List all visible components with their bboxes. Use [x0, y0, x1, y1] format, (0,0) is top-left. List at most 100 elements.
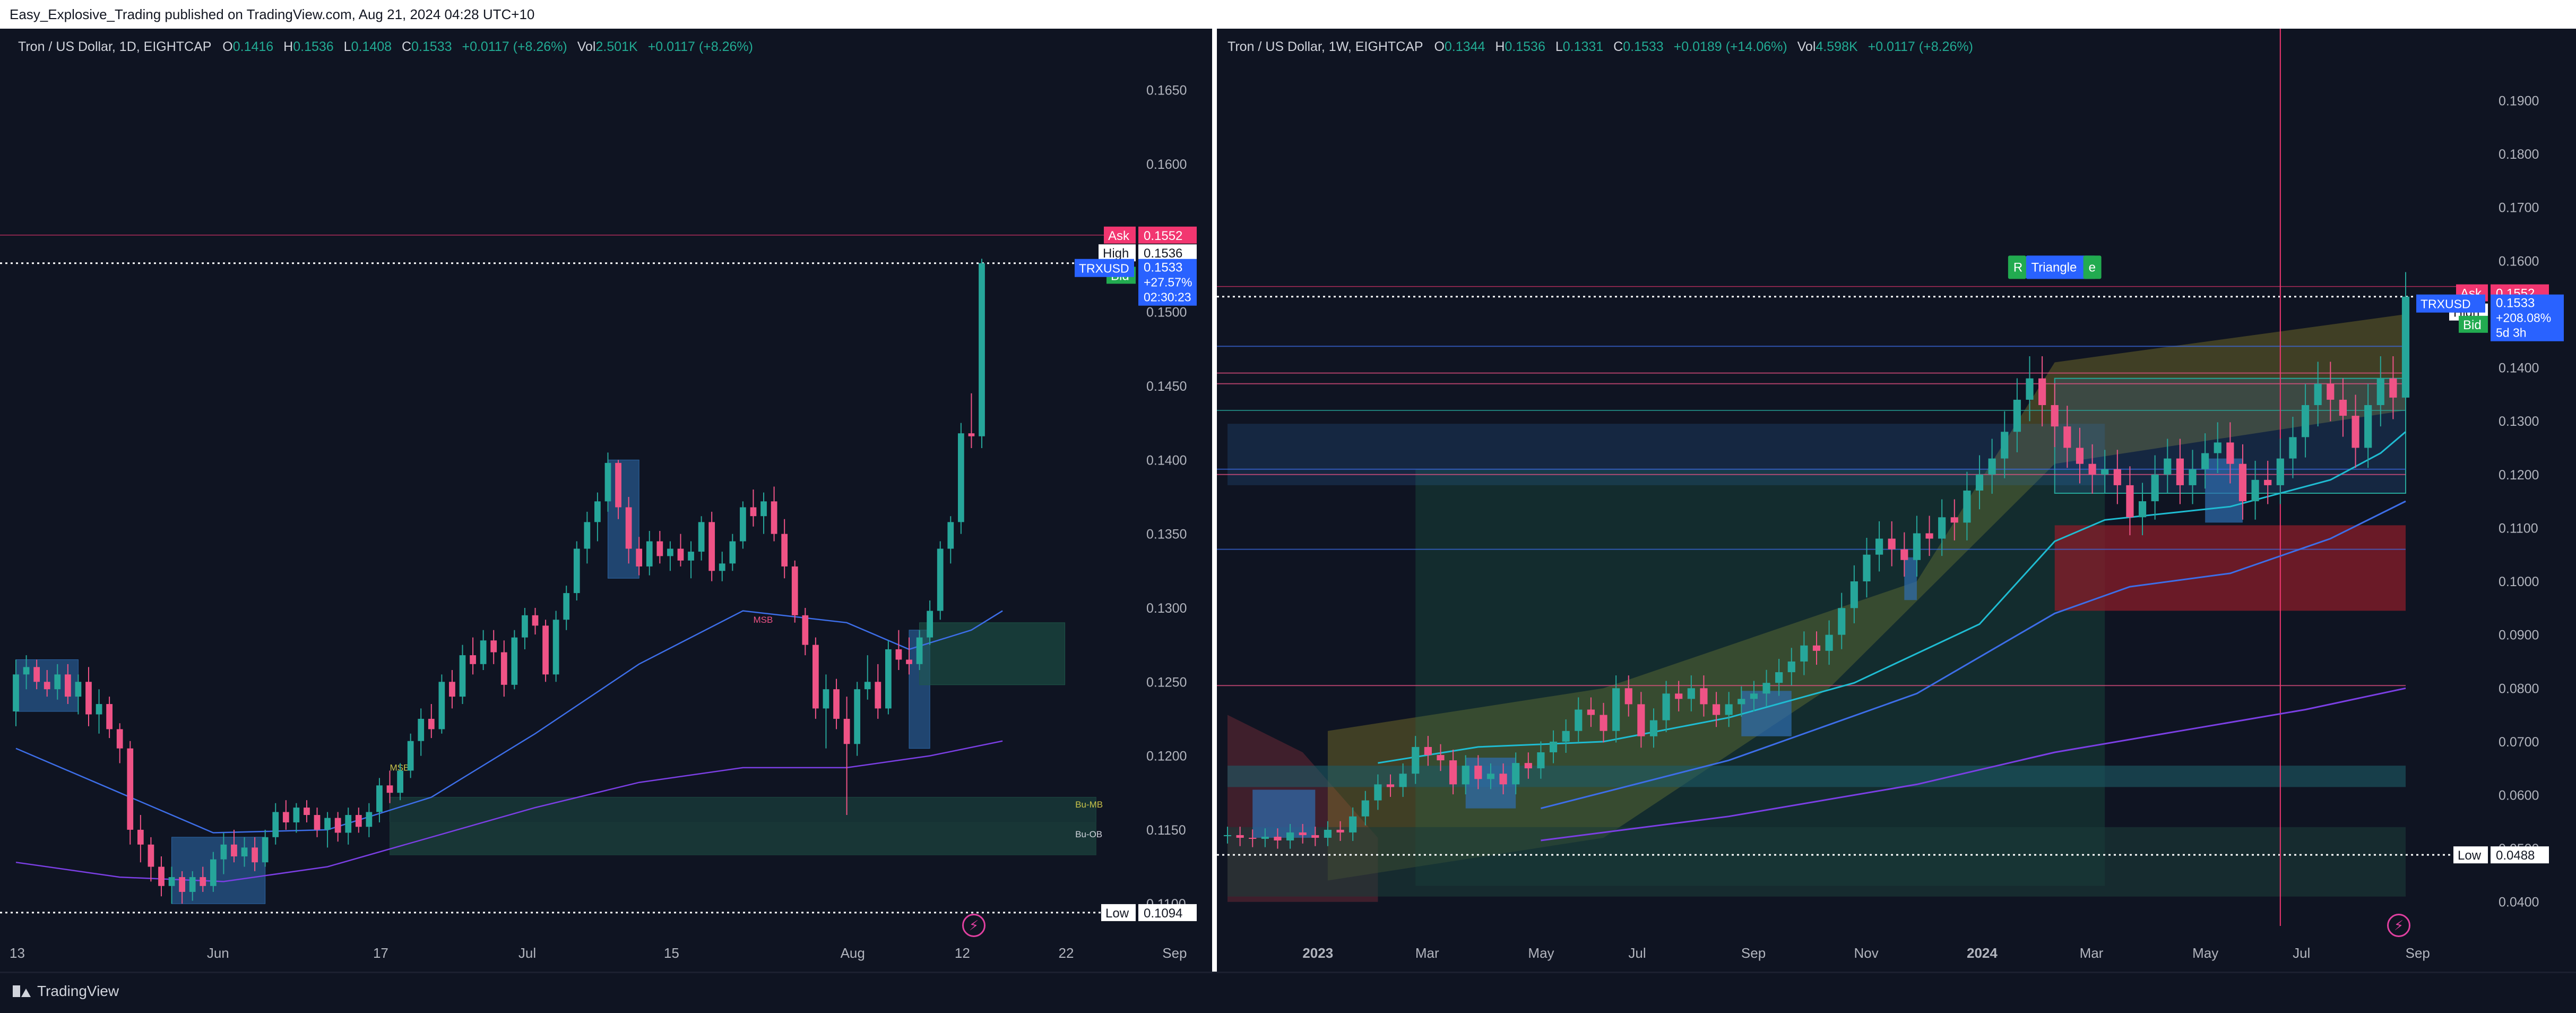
weekly-chart-panel[interactable]: TriangleRe0.19000.18000.17000.16000.1500… — [1217, 29, 2576, 972]
daily-candle-body — [324, 818, 331, 830]
weekly-bid-tag-label: Bid — [2463, 318, 2482, 332]
weekly-candle — [1875, 521, 1883, 572]
daily-candle — [262, 829, 269, 867]
lightning-icon[interactable]: ⚡ — [962, 914, 986, 937]
daily-candle — [386, 770, 393, 803]
weekly-candle — [2264, 460, 2272, 504]
weekly-candle — [1624, 675, 1632, 717]
weekly-candle-body — [1474, 766, 1482, 779]
weekly-candle — [2364, 383, 2372, 468]
weekly-candle — [1900, 532, 1908, 577]
daily-chart[interactable]: MSBMSBBu-MBBu-OB0.16500.16000.15500.1500… — [0, 29, 1212, 972]
weekly-candle-body — [2364, 405, 2372, 448]
daily-candle — [200, 866, 206, 892]
weekly-candle-body — [2164, 458, 2172, 475]
weekly-candle-body — [2289, 437, 2297, 459]
daily-zone — [171, 837, 266, 904]
weekly-candle-body — [2063, 426, 2071, 448]
daily-candle-body — [708, 522, 715, 571]
lightning-icon[interactable]: ⚡ — [2387, 914, 2410, 937]
daily-candle-body — [594, 501, 601, 522]
daily-close: 0.1533 — [411, 39, 452, 54]
daily-candle-body — [833, 689, 840, 719]
daily-candle — [532, 607, 539, 635]
daily-volume: 2.501K — [595, 39, 638, 54]
weekly-y-tick: 0.0800 — [2499, 681, 2539, 696]
daily-candle-body — [96, 704, 102, 715]
weekly-candle — [1437, 744, 1445, 771]
weekly-candle-body — [1675, 693, 1683, 699]
weekly-candle-body — [2226, 442, 2234, 464]
weekly-annotation-label: R — [2013, 260, 2022, 274]
daily-zone-label: Bu-OB — [1075, 829, 1102, 839]
daily-candle-body — [54, 674, 61, 690]
weekly-candle-body — [1963, 490, 1971, 523]
weekly-candle — [2389, 356, 2397, 419]
daily-candle-body — [968, 433, 975, 436]
weekly-candle-body — [1374, 784, 1382, 801]
weekly-candle-body — [1700, 688, 1708, 705]
daily-candle-body — [355, 815, 362, 827]
weekly-y-tick: 0.1000 — [2499, 574, 2539, 589]
weekly-candle-body — [1386, 784, 1395, 787]
weekly-candle — [1249, 829, 1257, 847]
weekly-candle — [2101, 450, 2109, 494]
daily-candle-body — [231, 844, 237, 857]
daily-candle — [220, 832, 227, 874]
daily-candle — [96, 689, 102, 734]
weekly-candle-body — [1988, 458, 1996, 475]
daily-candle-body — [480, 640, 487, 664]
weekly-candle-body — [2126, 485, 2134, 518]
weekly-x-tick: Nov — [1854, 945, 1878, 961]
weekly-chart[interactable]: TriangleRe0.19000.18000.17000.16000.1500… — [1217, 29, 2576, 972]
daily-low-value: 0.1094 — [1144, 906, 1182, 921]
weekly-candle — [1286, 823, 1294, 849]
daily-candle — [646, 531, 653, 576]
weekly-candle-body — [1223, 835, 1232, 836]
daily-chart-panel[interactable]: MSBMSBBu-MBBu-OB0.16500.16000.15500.1500… — [0, 29, 1212, 972]
weekly-candle — [1913, 516, 1921, 577]
daily-candle — [542, 620, 549, 682]
daily-candle-body — [760, 501, 767, 517]
panel-divider[interactable] — [1212, 29, 1217, 972]
daily-candle — [231, 829, 237, 863]
weekly-candle — [2189, 450, 2197, 504]
weekly-candle-body — [1299, 832, 1307, 835]
daily-candle-body — [179, 877, 185, 892]
daily-candle-body — [688, 552, 694, 561]
weekly-candle — [1462, 755, 1469, 795]
daily-y-tick: 0.1650 — [1146, 83, 1187, 98]
weekly-candle-body — [1825, 634, 1833, 651]
weekly-candle — [1486, 763, 1495, 789]
tradingview-logo[interactable]: TradingView — [13, 983, 119, 1000]
daily-candle — [345, 808, 352, 845]
daily-candle — [594, 492, 601, 542]
daily-candle-body — [376, 785, 383, 812]
daily-last-value: 0.1533 — [1144, 261, 1182, 275]
daily-candle-body — [511, 637, 518, 685]
daily-candle — [552, 611, 559, 682]
daily-candle-body — [127, 748, 134, 830]
weekly-annotation-label: Triangle — [2032, 260, 2077, 274]
weekly-x-tick: 2024 — [1967, 945, 1998, 961]
weekly-candle — [2076, 427, 2084, 484]
weekly-last-label-bg — [2416, 294, 2485, 313]
weekly-candle — [1575, 697, 1583, 743]
daily-candle-body — [262, 837, 269, 863]
daily-candle — [137, 815, 144, 863]
daily-y-tick: 0.1200 — [1146, 749, 1187, 764]
daily-candle — [563, 586, 570, 630]
weekly-candle-body — [1261, 836, 1269, 839]
weekly-last-tag: TRXUSD 0.1533+208.08%5d 3h — [2416, 294, 2564, 341]
weekly-y-tick: 0.0900 — [2499, 628, 2539, 643]
weekly-candle — [2201, 433, 2209, 489]
weekly-y-tick: 0.1200 — [2499, 468, 2539, 483]
weekly-y-tick: 0.1900 — [2499, 93, 2539, 108]
weekly-candle — [1737, 686, 1745, 717]
daily-candle — [85, 667, 92, 726]
daily-candle — [158, 856, 165, 897]
daily-candle — [791, 560, 798, 623]
daily-zone — [607, 459, 639, 579]
daily-zone-label: MSB — [753, 615, 773, 625]
daily-y-tick: 0.1500 — [1146, 305, 1187, 320]
